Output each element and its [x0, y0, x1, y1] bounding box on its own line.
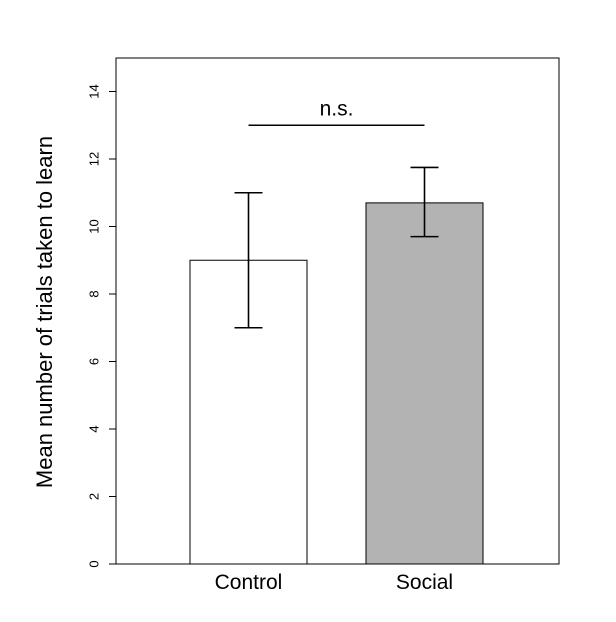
y-axis: 0 2 4 6 8 10 12 14 — [86, 84, 117, 568]
y-tick-label: 14 — [86, 84, 101, 98]
y-tick-label: 0 — [86, 560, 101, 567]
bars-group — [189, 202, 484, 565]
y-axis-title: Mean number of trials taken to learn — [32, 136, 57, 488]
y-tick-label: 4 — [86, 425, 101, 432]
y-tick-label: 2 — [86, 493, 101, 500]
bar-social — [365, 202, 484, 565]
y-tick-label: 8 — [86, 290, 101, 297]
y-tick-label: 10 — [86, 219, 101, 233]
plot-area — [115, 57, 560, 565]
y-tick-label: 12 — [86, 152, 101, 166]
significance-label: n.s. — [320, 97, 354, 120]
error-bars-group — [234, 166, 439, 329]
annotations-group: n.s. — [248, 97, 425, 127]
y-tick-label: 6 — [86, 358, 101, 365]
x-labels-group: Control Social — [215, 571, 453, 594]
x-category-label: Social — [396, 571, 453, 594]
x-category-label: Control — [215, 571, 283, 594]
